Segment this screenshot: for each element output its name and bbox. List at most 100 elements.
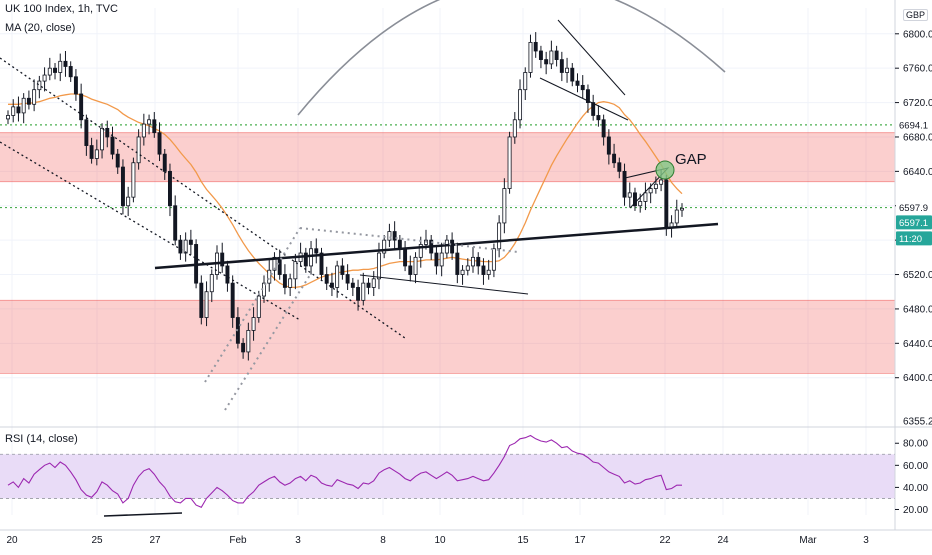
candle-body-4 — [26, 97, 31, 105]
candle-body-101 — [533, 41, 538, 52]
candle-body-126 — [664, 179, 669, 228]
candle-body-9 — [53, 67, 57, 73]
currency-badge[interactable]: GBP — [903, 9, 929, 21]
level-high-label-bg — [896, 117, 932, 132]
time-tick-label-6: 10 — [434, 535, 446, 546]
candle-body-58 — [309, 248, 314, 267]
candle-body-106 — [559, 59, 564, 73]
time-tick-label-9: 22 — [659, 535, 671, 546]
candle-body-14 — [79, 93, 84, 121]
candle-body-48 — [256, 295, 261, 318]
rsi-tick-label-3: 80.00 — [903, 439, 928, 450]
last-price-label-bg — [896, 215, 932, 230]
price-tick-label-8: 6720.0 — [903, 98, 932, 109]
candle-body-42 — [225, 265, 230, 284]
candle-body-113 — [596, 115, 601, 121]
candle-body-59 — [314, 248, 319, 254]
candle-body-5 — [32, 89, 37, 105]
candle-body-78 — [413, 256, 418, 275]
candle-body-123 — [648, 188, 653, 194]
countdown-label-bg — [896, 231, 932, 246]
candle-body-110 — [580, 84, 585, 91]
candle-body-114 — [601, 119, 606, 138]
candle-body-97 — [512, 119, 517, 138]
arc-curve — [297, 0, 726, 116]
candle-body-39 — [209, 274, 214, 293]
price-tick-label-1: 6440.0 — [903, 339, 932, 350]
candle-body-34 — [183, 239, 188, 254]
candle-body-120 — [633, 192, 637, 207]
time-tick-label-4: 3 — [295, 535, 301, 546]
candle-body-82 — [434, 252, 439, 267]
candle-body-108 — [570, 67, 575, 82]
candle-body-61 — [324, 274, 329, 284]
price-tick-label-3: 6520.0 — [903, 270, 932, 281]
candle-body-72 — [382, 239, 387, 254]
candle-body-26 — [141, 123, 146, 138]
candle-body-30 — [162, 153, 167, 172]
rsi-tick-label-0: 20.00 — [903, 505, 928, 516]
candle-body-70 — [371, 278, 376, 288]
bottom-price-label: 6355.2 — [903, 417, 932, 428]
rsi-tick-label-1: 40.00 — [903, 483, 928, 494]
candle-body-75 — [397, 239, 402, 250]
candle-body-11 — [63, 60, 68, 67]
candle-body-88 — [465, 265, 470, 271]
rsi-divergence-line — [103, 512, 183, 517]
candle-body-112 — [591, 102, 596, 116]
time-tick-label-0: 20 — [6, 535, 18, 546]
candle-body-116 — [612, 153, 617, 164]
candle-body-122 — [643, 192, 648, 202]
candle-body-20 — [110, 136, 115, 155]
candle-body-125 — [659, 179, 664, 185]
price-tick-label-0: 6400.0 — [903, 373, 932, 384]
candle-body-2 — [16, 106, 21, 114]
dotted-channel-lower — [0, 141, 301, 321]
candle-body-102 — [538, 50, 543, 60]
candle-body-109 — [575, 80, 580, 86]
candle-body-67 — [356, 287, 361, 301]
candle-body-15 — [84, 119, 89, 146]
wedge-upper-line — [557, 19, 626, 96]
candle-body-107 — [565, 67, 570, 73]
candle-body-69 — [366, 282, 371, 288]
candle-body-76 — [403, 248, 408, 267]
candle-body-60 — [319, 252, 324, 275]
candle-body-129 — [680, 207, 684, 211]
rsi-band — [0, 454, 895, 499]
candle-body-83 — [439, 252, 444, 267]
candle-body-73 — [387, 231, 392, 241]
price-tick-label-2: 6480.0 — [903, 304, 932, 315]
candle-body-12 — [68, 66, 73, 78]
candle-body-68 — [361, 282, 366, 301]
candle-body-46 — [246, 330, 251, 353]
candle-body-105 — [554, 50, 559, 60]
zones — [0, 132, 895, 374]
projection-dotted-path — [204, 227, 519, 411]
neckline-trendline — [154, 222, 719, 270]
candle-body-87 — [460, 269, 465, 275]
candle-body-65 — [345, 274, 350, 284]
candle-body-29 — [157, 132, 162, 155]
candle-body-84 — [444, 239, 449, 254]
candle-body-90 — [476, 256, 481, 267]
rsi-pane — [0, 434, 895, 517]
time-tick-label-2: 27 — [149, 535, 161, 546]
candle-body-45 — [241, 342, 246, 353]
price-tick-label-6: 6640.0 — [903, 167, 932, 178]
level-high-label: 6694.1 — [899, 120, 928, 131]
candle-body-31 — [168, 170, 172, 207]
rsi-line — [7, 434, 682, 508]
flag-lower-line — [359, 274, 529, 295]
candle-body-89 — [471, 256, 475, 267]
wedge-lower-line — [539, 77, 629, 121]
candle-body-52 — [277, 256, 282, 275]
candle-body-77 — [408, 265, 413, 275]
candle-body-79 — [418, 244, 423, 258]
candle-body-71 — [376, 252, 381, 280]
candle-body-64 — [340, 265, 345, 275]
candle-body-86 — [455, 252, 460, 275]
